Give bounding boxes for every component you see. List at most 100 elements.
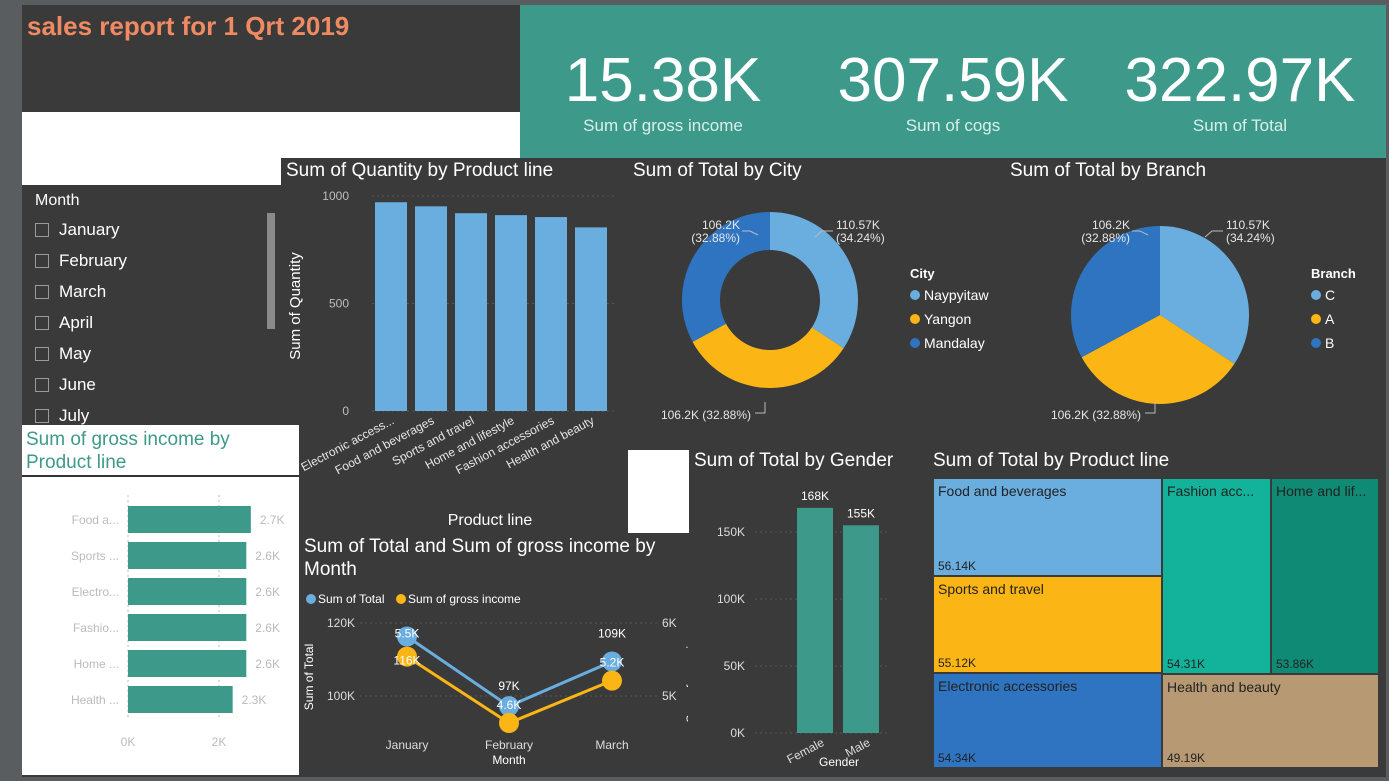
tile-label: Electronic accessories <box>938 678 1078 694</box>
y2-tick-label: 6K <box>662 616 677 630</box>
y2-axis-label: Sum of gross inc... <box>684 623 688 722</box>
data-label: 106.2K (32.88%) <box>1051 408 1141 422</box>
month-chart-panel: Sum of Total and Sum of gross income by … <box>300 533 688 775</box>
checkbox[interactable] <box>35 284 49 299</box>
data-label: (34.24%) <box>836 231 885 245</box>
x-tick-label: 0K <box>121 735 136 749</box>
x-tick-label: January <box>386 738 429 752</box>
y-tick-label: 0 <box>342 404 349 418</box>
series-point <box>499 696 519 717</box>
slicer-item-january[interactable]: January <box>35 214 127 245</box>
slicer-title: Month <box>35 192 80 209</box>
treemap-title: Sum of Total by Product line <box>933 450 1170 471</box>
y-tick-label: 50K <box>724 659 745 673</box>
bar <box>495 215 527 411</box>
data-label: 110.57K <box>836 218 880 232</box>
checkbox[interactable] <box>35 222 49 237</box>
qty-chart-title: Sum of Quantity by Product line <box>286 160 554 181</box>
data-label: (32.88%) <box>691 231 740 245</box>
treemap-tile[interactable]: Home and lif... 53.86K <box>1271 478 1379 674</box>
legend-item[interactable]: Mandalay <box>910 335 989 351</box>
legend-dot <box>1311 338 1321 348</box>
treemap-tile[interactable]: Sports and travel 55.12K <box>933 576 1162 673</box>
bar <box>843 525 879 733</box>
leader-line <box>1132 230 1149 236</box>
legend-item[interactable]: Naypyitaw <box>910 287 989 303</box>
treemap-tile[interactable]: Health and beauty 49.19K <box>1162 674 1379 768</box>
header-panel: sales report for 1 Qrt 2019 <box>22 5 520 112</box>
pie-slice <box>770 212 858 349</box>
bar <box>128 650 247 677</box>
slicer-scrollbar[interactable] <box>267 213 275 329</box>
legend-label: B <box>1325 335 1335 351</box>
kpi-value: 322.97K <box>1124 46 1356 115</box>
y-tick-label: Health ... <box>71 693 119 707</box>
gross-income-panel: Sum of gross income by Product line 0K 2K… <box>22 425 299 775</box>
bar <box>535 217 567 411</box>
y-tick-label: 1000 <box>322 189 349 203</box>
slicer-item-label: February <box>59 250 128 270</box>
legend-title: City <box>910 266 935 281</box>
kpi-gross-income: 15.38K Sum of gross income <box>548 45 778 136</box>
legend-label: A <box>1325 311 1335 327</box>
slicer-item-july[interactable]: July <box>35 400 127 425</box>
kpi-panel: 15.38K Sum of gross income 307.59K Sum o… <box>520 5 1386 158</box>
data-label: 110.57K <box>1226 218 1270 232</box>
gross-income-chart: 0K 2K Food a... 2.7K Sports ... 2.6K Electro..… <box>71 495 285 749</box>
leader-line <box>1204 230 1223 238</box>
pie-slice <box>1081 315 1235 404</box>
data-label: 5.5K <box>395 627 420 641</box>
data-label: 2.6K <box>255 585 280 599</box>
y2-tick-label: 5K <box>662 689 677 703</box>
slicer-item-march[interactable]: March <box>35 276 127 307</box>
legend-dot <box>396 594 406 604</box>
legend-dot <box>910 338 920 348</box>
slicer-item-february[interactable]: February <box>35 245 127 276</box>
tile-label: Health and beauty <box>1167 679 1281 695</box>
bar <box>128 578 247 605</box>
month-slicer[interactable]: Month January February March April May J… <box>22 185 281 425</box>
checkbox[interactable] <box>35 346 49 361</box>
leader-line <box>742 230 759 236</box>
checkbox[interactable] <box>35 253 49 268</box>
legend-item[interactable]: Yangon <box>910 311 989 327</box>
city-legend: City Naypyitaw Yangon Mandalay <box>910 266 989 359</box>
branch-chart-title: Sum of Total by Branch <box>1010 160 1207 181</box>
treemap-tile[interactable]: Food and beverages 56.14K <box>933 478 1162 576</box>
x-tick-label: 2K <box>212 735 227 749</box>
kpi-label: Sum of Total <box>1192 116 1288 135</box>
legend-label: C <box>1325 287 1336 303</box>
tile-value: 54.34K <box>938 751 977 765</box>
checkbox[interactable] <box>35 315 49 330</box>
month-chart: Sum of Total Sum of gross income 120K 100K 6… <box>302 592 688 767</box>
legend-label: Sum of Total <box>318 592 384 606</box>
slicer-item-may[interactable]: May <box>35 338 127 369</box>
y-tick-label: Electro... <box>72 585 119 599</box>
data-label: 109K <box>598 626 626 640</box>
leader-line <box>1145 402 1156 414</box>
bar <box>797 507 833 733</box>
legend-dot <box>1311 290 1321 300</box>
legend-item[interactable]: A <box>1311 311 1356 327</box>
legend-item[interactable]: B <box>1311 335 1356 351</box>
legend-dot <box>306 594 316 604</box>
kpi-label: Sum of cogs <box>905 116 1001 135</box>
legend-item[interactable]: C <box>1311 287 1356 303</box>
white-block <box>22 112 520 158</box>
legend-dot <box>910 314 920 324</box>
legend-dot <box>910 290 920 300</box>
treemap-tile[interactable]: Electronic accessories 54.34K <box>933 673 1162 768</box>
data-label: 155K <box>847 506 875 520</box>
data-label: 97K <box>498 679 519 693</box>
slicer-item-june[interactable]: June <box>35 369 127 400</box>
tile-label: Fashion acc... <box>1167 483 1255 499</box>
slicer-item-april[interactable]: April <box>35 307 127 338</box>
bar <box>128 542 247 569</box>
leader-line <box>814 230 833 238</box>
y-tick-label: 150K <box>717 525 745 539</box>
treemap-tile[interactable]: Fashion acc... 54.31K <box>1162 478 1271 674</box>
bar <box>575 227 607 411</box>
checkbox[interactable] <box>35 377 49 392</box>
checkbox[interactable] <box>35 408 49 423</box>
x-axis-label: Month <box>492 753 525 767</box>
